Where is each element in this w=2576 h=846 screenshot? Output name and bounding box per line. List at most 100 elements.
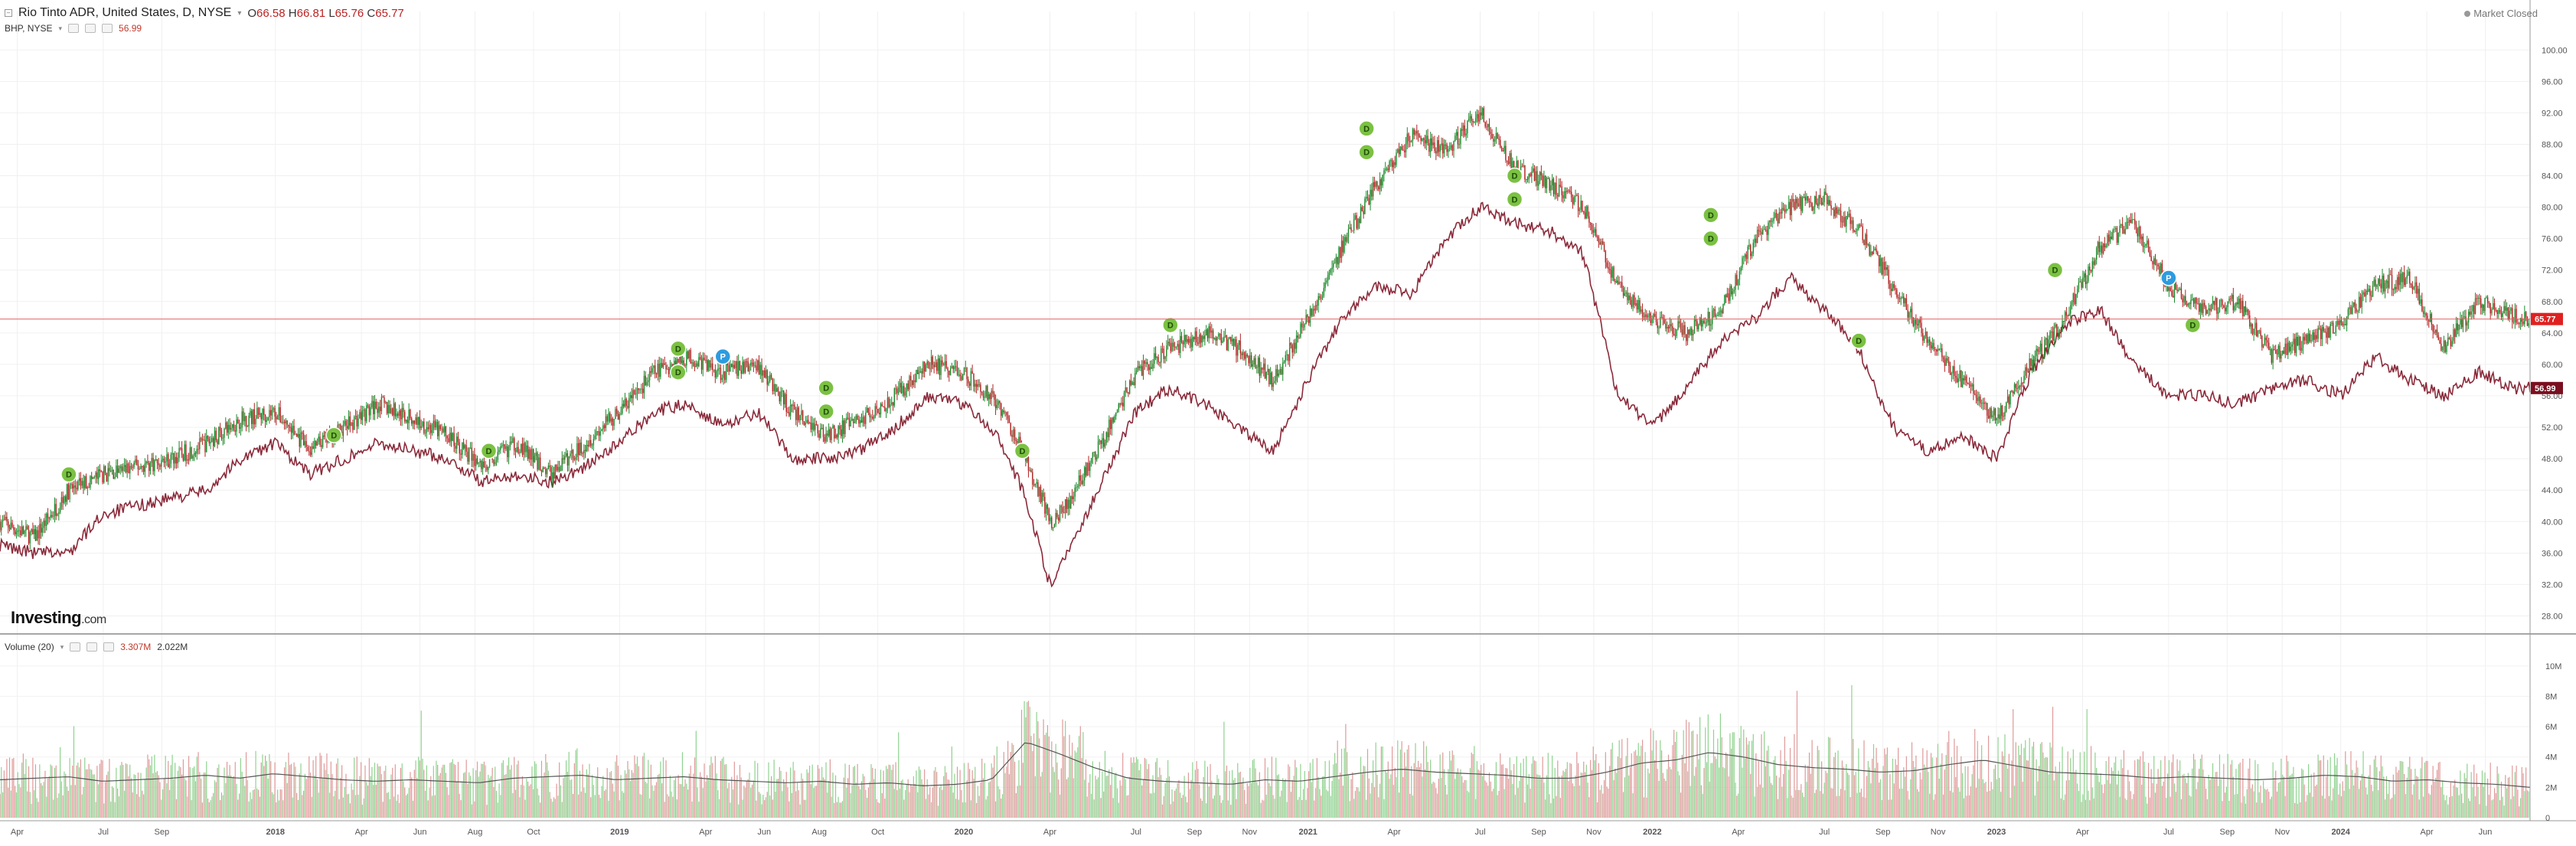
- candle-body: [1668, 327, 1669, 328]
- volume-bar: [2228, 801, 2229, 818]
- candle-body: [221, 430, 222, 438]
- candle-body: [475, 459, 476, 466]
- volume-bar: [1491, 791, 1492, 818]
- volume-bar: [1673, 730, 1674, 818]
- candle-body: [1058, 518, 1059, 521]
- volume-bar: [1459, 774, 1460, 818]
- volume-bar: [1412, 795, 1413, 818]
- volume-bar: [887, 769, 888, 818]
- volume-bar: [1423, 741, 1424, 818]
- volume-bar: [293, 763, 294, 818]
- volume-bar: [731, 777, 732, 818]
- candle-body: [1173, 343, 1174, 347]
- candle-body: [1007, 415, 1008, 419]
- candle-body: [1115, 413, 1116, 416]
- candle-body: [1734, 290, 1735, 292]
- volume-bar: [1047, 725, 1048, 818]
- candle-body: [374, 402, 375, 414]
- candle-body: [106, 473, 107, 482]
- volume-bar: [899, 789, 900, 818]
- volume-bar: [2419, 799, 2420, 818]
- candle-body: [171, 453, 172, 455]
- volume-bar: [207, 799, 208, 818]
- candle-body: [665, 365, 666, 370]
- volume-bar: [801, 773, 802, 818]
- volume-bar: [1925, 767, 1926, 818]
- candle-body: [1230, 337, 1231, 341]
- candle-body: [284, 422, 285, 423]
- candle-body: [1642, 309, 1643, 316]
- volume-bar: [1754, 796, 1755, 818]
- candle-body: [1898, 297, 1899, 298]
- candle-body: [1638, 300, 1639, 309]
- volume-bar: [694, 757, 695, 818]
- candle-body: [392, 408, 393, 415]
- volume-bar: [1706, 763, 1707, 818]
- candle-body: [717, 368, 718, 371]
- candle-body: [274, 408, 275, 416]
- candle-body: [1152, 364, 1153, 368]
- volume-bar: [2087, 709, 2088, 818]
- candle-body: [980, 384, 981, 392]
- volume-bar: [498, 783, 499, 818]
- candle-body: [997, 401, 998, 405]
- candle-body: [1150, 367, 1151, 371]
- candle-body: [992, 390, 993, 394]
- volume-bar: [1369, 779, 1370, 818]
- candle-body: [1849, 214, 1850, 217]
- candle-body: [150, 463, 151, 471]
- volume-bar: [1173, 802, 1174, 818]
- volume-bar: [162, 789, 163, 818]
- volume-bar: [1501, 765, 1502, 818]
- volume-bar: [2435, 778, 2436, 818]
- volume-bar: [776, 779, 777, 818]
- volume-bar: [1292, 780, 1293, 818]
- volume-bar: [1310, 763, 1311, 818]
- volume-bar: [601, 786, 602, 818]
- volume-bar: [1779, 778, 1780, 818]
- volume-bar: [780, 771, 781, 818]
- candle-body: [959, 374, 960, 376]
- candle-body: [939, 358, 940, 375]
- volume-bar: [1200, 799, 1201, 818]
- volume-bar: [1409, 794, 1410, 818]
- candle-body: [1612, 267, 1613, 278]
- candle-body: [1807, 196, 1808, 201]
- volume-bar: [619, 800, 620, 818]
- volume-bar: [1586, 765, 1587, 818]
- volume-bar: [1073, 778, 1074, 818]
- volume-bar: [816, 786, 817, 818]
- volume-bar: [2215, 772, 2216, 818]
- volume-bar: [1266, 795, 1267, 818]
- volume-bar: [402, 763, 403, 818]
- candle-body: [754, 365, 755, 366]
- volume-bar: [677, 775, 678, 818]
- volume-bar: [1517, 788, 1518, 818]
- volume-bar: [768, 763, 769, 818]
- candle-body: [389, 405, 390, 413]
- volume-bar: [296, 793, 297, 818]
- candle-body: [1542, 175, 1543, 186]
- candle-body: [1319, 296, 1320, 298]
- candle-body: [1479, 113, 1480, 122]
- candle-body: [571, 450, 572, 454]
- volume-bar: [1452, 750, 1453, 818]
- candle-body: [510, 442, 511, 447]
- candle-body: [280, 407, 281, 423]
- volume-bar: [2379, 771, 2380, 818]
- volume-bar: [1497, 795, 1498, 818]
- candle-body: [660, 363, 661, 377]
- volume-bar: [2268, 792, 2269, 818]
- volume-bar: [449, 763, 450, 818]
- volume-bar: [65, 774, 66, 818]
- volume-bar: [2130, 791, 2131, 818]
- candle-body: [1990, 408, 1991, 417]
- volume-bar: [1315, 788, 1316, 818]
- volume-bar: [407, 794, 408, 818]
- volume-bar: [637, 756, 638, 818]
- volume-bar: [1471, 753, 1472, 818]
- volume-bar: [1973, 766, 1974, 818]
- volume-bar: [581, 792, 582, 818]
